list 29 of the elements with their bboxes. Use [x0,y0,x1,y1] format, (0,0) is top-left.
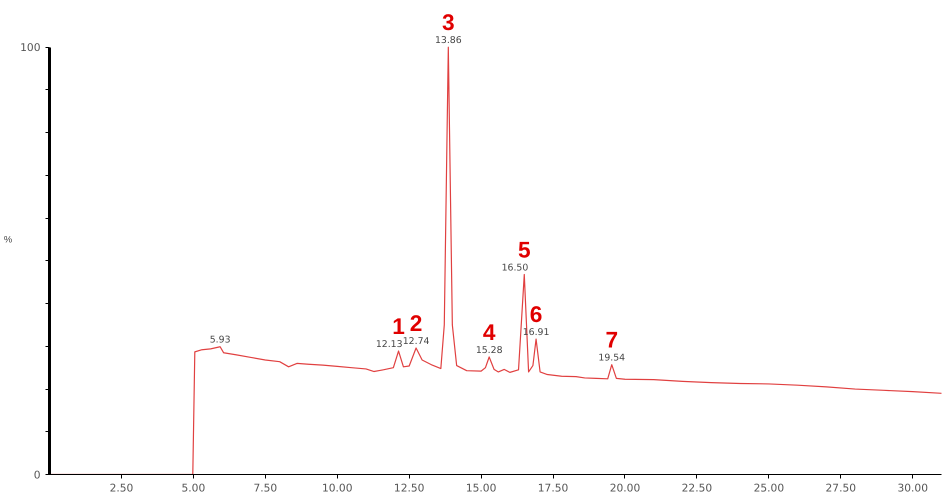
annotation: 12.13 [376,339,403,350]
annotation: 5.93 [210,334,231,346]
x-tick-label: 5.00 [182,482,206,494]
annotation: 5 [518,236,531,263]
x-tick-label: 17.50 [538,482,569,494]
annotation: 12.74 [402,336,430,348]
annotation: 7 [605,326,618,353]
x-tick-label: 2.50 [110,482,134,494]
x-tick-label: 25.00 [754,482,784,494]
annotation: 16.50 [502,262,528,274]
annotation: 1 [392,313,405,340]
annotation: 19.54 [598,352,626,364]
annotation: 15.28 [476,345,503,356]
y-tick-label: 0 [34,468,41,482]
x-tick-label: 27.50 [826,482,856,494]
x-tick-label: 15.00 [466,482,497,494]
x-tick-label: 10.00 [322,482,353,494]
y-tick-label: 100 [20,41,41,54]
annotation: 4 [482,319,496,345]
x-tick-label: 20.00 [610,482,640,494]
x-tick-label: 22.50 [682,482,712,494]
x-tick-label: 12.50 [394,482,425,494]
annotation: 13.86 [434,35,462,46]
annotation: 6 [530,301,542,328]
x-tick-label: 7.50 [253,482,278,494]
y-axis-title: % [4,234,12,244]
annotation: 3 [442,9,455,36]
x-tick-label: 30.00 [897,482,928,494]
annotation: 2 [410,310,422,336]
